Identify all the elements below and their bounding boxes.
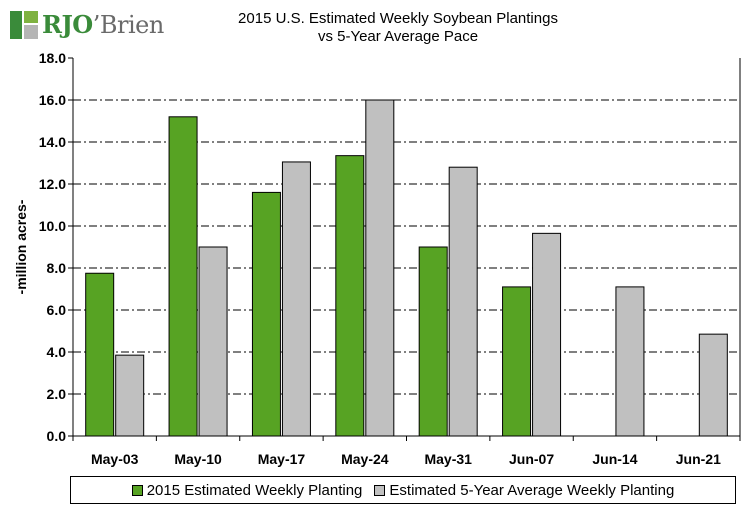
x-tick-label: Jun-21 bbox=[676, 451, 721, 467]
y-tick-label: 18.0 bbox=[39, 50, 66, 66]
bar bbox=[251, 191, 281, 437]
x-tick-label: May-10 bbox=[174, 451, 222, 467]
bar bbox=[615, 286, 645, 437]
legend-swatch bbox=[131, 484, 143, 496]
y-tick-label: 14.0 bbox=[39, 134, 66, 150]
x-tick-label: Jun-14 bbox=[592, 451, 637, 467]
legend-item: Estimated 5-Year Average Weekly Planting bbox=[374, 482, 674, 499]
x-tick-label: May-31 bbox=[424, 451, 472, 467]
bar bbox=[198, 246, 228, 437]
x-tick-label: May-03 bbox=[91, 451, 139, 467]
chart-title-block: 2015 U.S. Estimated Weekly Soybean Plant… bbox=[0, 10, 756, 46]
chart-title: 2015 U.S. Estimated Weekly Soybean Plant… bbox=[238, 10, 558, 27]
legend-item: 2015 Estimated Weekly Planting bbox=[131, 481, 363, 499]
y-tick-label: 8.0 bbox=[47, 260, 67, 276]
y-tick-label: 6.0 bbox=[47, 302, 67, 318]
bar bbox=[502, 286, 532, 437]
bar bbox=[418, 246, 448, 437]
bar bbox=[335, 155, 365, 437]
legend-label: 2015 Estimated Weekly Planting bbox=[146, 481, 363, 499]
chart-legend: 2015 Estimated Weekly Planting Estimated … bbox=[70, 476, 736, 504]
x-tick-label: May-24 bbox=[341, 451, 389, 467]
logo-mark-icon bbox=[10, 10, 38, 39]
bar bbox=[532, 232, 562, 437]
y-tick-label: 0.0 bbox=[47, 428, 67, 444]
bar bbox=[168, 116, 198, 437]
logo-text: RJO’Brien bbox=[42, 10, 164, 39]
y-tick-label: 12.0 bbox=[39, 176, 66, 192]
bar bbox=[698, 333, 728, 437]
y-tick-label: 10.0 bbox=[39, 218, 66, 234]
bar bbox=[115, 354, 145, 437]
legend-swatch bbox=[374, 484, 386, 496]
bar bbox=[85, 272, 115, 437]
bar bbox=[448, 166, 478, 437]
y-tick-label: 4.0 bbox=[47, 344, 67, 360]
y-axis-label: -million acres- bbox=[13, 199, 29, 294]
legend-label: Estimated 5-Year Average Weekly Planting bbox=[389, 481, 675, 499]
rjo-brien-logo: RJO’Brien bbox=[10, 10, 164, 39]
x-tick-label: May-17 bbox=[258, 451, 306, 467]
bar bbox=[365, 99, 395, 437]
x-tick-label: Jun-07 bbox=[509, 451, 554, 467]
y-tick-label: 16.0 bbox=[39, 92, 66, 108]
chart-subtitle: vs 5-Year Average Pace bbox=[317, 28, 479, 45]
y-tick-label: 2.0 bbox=[47, 386, 67, 402]
bar bbox=[281, 161, 311, 437]
